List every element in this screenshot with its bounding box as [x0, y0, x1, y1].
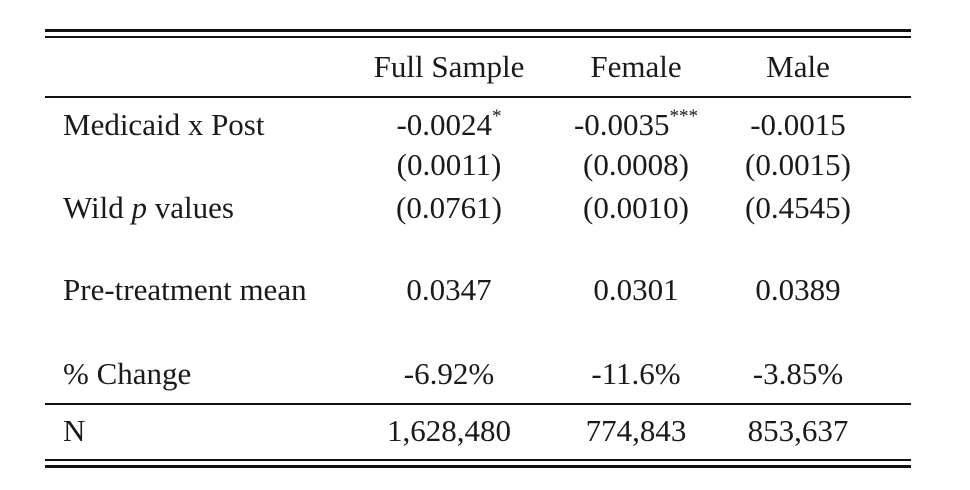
pct-change-full-sample: -6.92%	[403, 356, 495, 391]
col-header-full-sample: Full Sample	[373, 49, 525, 84]
pretreatment-female: 0.0301	[593, 272, 679, 307]
coef-male: -0.0015	[750, 107, 846, 142]
wild-p-male: (0.4545)	[745, 190, 851, 225]
se-full-sample: (0.0011)	[396, 147, 502, 182]
pct-change-female: -11.6%	[591, 356, 681, 391]
pct-change-male: -3.85%	[752, 356, 844, 391]
row-label-wild-p: Wild p values	[63, 190, 234, 225]
se-female: (0.0008)	[583, 147, 689, 182]
row-label-pretreatment-mean: Pre-treatment mean	[63, 272, 307, 307]
n-full-sample: 1,628,480	[387, 413, 511, 448]
coef-female: -0.0035***	[573, 105, 699, 142]
n-female: 774,843	[585, 413, 687, 448]
significance-stars: *	[492, 105, 502, 127]
n-male: 853,637	[747, 413, 849, 448]
col-header-male: Male	[766, 49, 830, 84]
coef-full-sample: -0.0024*	[396, 105, 502, 142]
wild-p-female: (0.0010)	[583, 190, 689, 225]
row-label-n: N	[63, 413, 86, 448]
n-separator-rule	[45, 403, 911, 405]
bottom-rule-outer	[45, 465, 911, 468]
top-rule-outer	[45, 29, 911, 32]
pretreatment-full-sample: 0.0347	[406, 272, 492, 307]
row-label-medicaid-post: Medicaid x Post	[63, 107, 265, 142]
significance-stars: ***	[669, 105, 699, 127]
col-header-female: Female	[590, 49, 682, 84]
se-male: (0.0015)	[745, 147, 851, 182]
bottom-rule-inner	[45, 459, 911, 461]
top-rule-inner	[45, 36, 911, 38]
wild-p-full-sample: (0.0761)	[396, 190, 502, 225]
header-rule	[45, 96, 911, 98]
row-label-pct-change: % Change	[63, 356, 192, 391]
pretreatment-male: 0.0389	[755, 272, 841, 307]
